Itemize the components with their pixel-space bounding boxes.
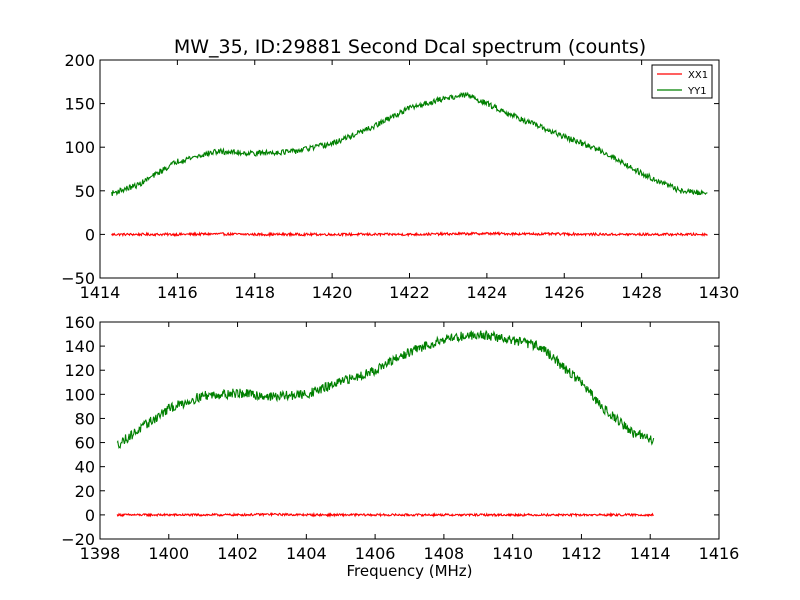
series-line-xx1	[111, 230, 708, 238]
x-tick-label: 1416	[699, 544, 740, 563]
y-tick-label: −50	[61, 269, 95, 288]
x-tick-label: 1418	[234, 283, 275, 302]
x-tick-label: 1414	[80, 283, 121, 302]
x-tick-label: 1420	[312, 283, 353, 302]
series-line-yy1	[111, 91, 708, 197]
x-tick-label: 1408	[424, 544, 465, 563]
bottom-spectrum-plot: 1398 1400 1402 1404 1406 1408 1410 1412 1414 1416…	[61, 313, 739, 580]
y-tick-label: 60	[75, 434, 95, 453]
y-tick-label: 20	[75, 482, 95, 501]
x-tick-label: 1410	[492, 544, 533, 563]
y-tick-label: 100	[64, 385, 95, 404]
y-tick-label: 100	[64, 138, 95, 157]
series-line-xx1	[116, 511, 654, 518]
top-spectrum-plot: 1414 1416 1418 1420 1422 1424 1426 1428 1430 −50 0…	[61, 51, 739, 302]
legend-label-yy1: YY1	[687, 86, 707, 97]
x-tick-label: 1416	[157, 283, 198, 302]
y-tick-label: 120	[64, 361, 95, 380]
x-tick-label: 1404	[286, 544, 327, 563]
x-axis-label: Frequency (MHz)	[346, 562, 472, 580]
y-tick-label: 200	[64, 51, 95, 70]
y-tick-label: 80	[75, 409, 95, 428]
x-tick-label: 1398	[80, 544, 121, 563]
series-line-yy1	[116, 329, 655, 449]
x-tick-label: 1424	[467, 283, 508, 302]
legend-box	[651, 64, 713, 99]
y-tick-label: 0	[85, 506, 95, 525]
x-tick-label: 1430	[699, 283, 740, 302]
x-tick-label: 1402	[217, 544, 258, 563]
x-tick-label: 1426	[544, 283, 585, 302]
y-tick-label: −20	[61, 530, 95, 549]
x-tick-label: 1406	[355, 544, 396, 563]
x-tick-label: 1428	[621, 283, 662, 302]
figure-title: MW_35, ID:29881 Second Dcal spectrum (co…	[174, 36, 646, 58]
plot-area	[99, 59, 720, 279]
y-tick-label: 160	[64, 313, 95, 332]
x-tick-label: 1414	[630, 544, 671, 563]
legend-label-xx1: XX1	[688, 70, 708, 81]
y-tick-label: 140	[64, 337, 95, 356]
x-tick-label: 1400	[148, 544, 189, 563]
x-tick-label: 1422	[389, 283, 430, 302]
y-tick-label: 40	[75, 458, 95, 477]
y-tick-label: 0	[85, 225, 95, 244]
y-tick-label: 50	[75, 182, 95, 201]
plot-area	[99, 321, 720, 540]
x-tick-label: 1412	[561, 544, 602, 563]
y-tick-label: 150	[64, 95, 95, 114]
